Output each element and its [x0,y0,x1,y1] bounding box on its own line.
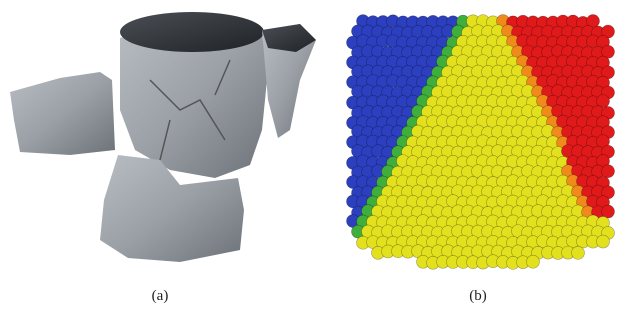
particle [602,165,615,178]
rock-fragment [10,72,115,155]
panel-label: (b) [469,288,487,304]
particle [597,235,610,248]
particle [602,205,615,218]
rock-top [120,12,264,52]
panel-label: (a) [152,288,169,304]
panel-a-image [10,12,316,262]
particle [527,255,540,268]
panel-b-image [347,15,615,270]
page: (a) (b) (() => { const data = JSON.parse… [0,0,627,317]
particle [572,246,585,259]
figure: (a) (b) [0,0,627,317]
